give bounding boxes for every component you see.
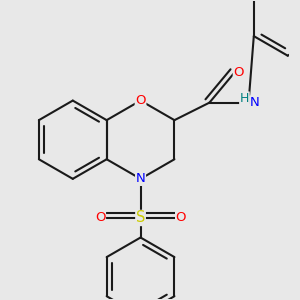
- Text: H: H: [240, 92, 249, 105]
- Text: O: O: [176, 212, 186, 224]
- Text: N: N: [250, 96, 260, 109]
- Text: N: N: [136, 172, 146, 185]
- Text: O: O: [135, 94, 146, 107]
- Text: O: O: [95, 212, 105, 224]
- Text: O: O: [233, 66, 244, 79]
- Text: S: S: [136, 211, 145, 226]
